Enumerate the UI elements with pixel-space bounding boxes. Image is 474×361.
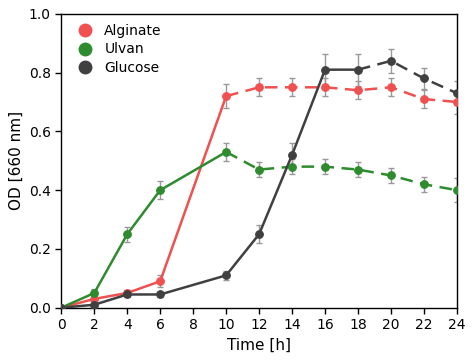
X-axis label: Time [h]: Time [h] bbox=[227, 338, 291, 353]
Legend: Alginate, Ulvan, Glucose: Alginate, Ulvan, Glucose bbox=[68, 21, 164, 78]
Y-axis label: OD [660 nm]: OD [660 nm] bbox=[9, 111, 23, 210]
